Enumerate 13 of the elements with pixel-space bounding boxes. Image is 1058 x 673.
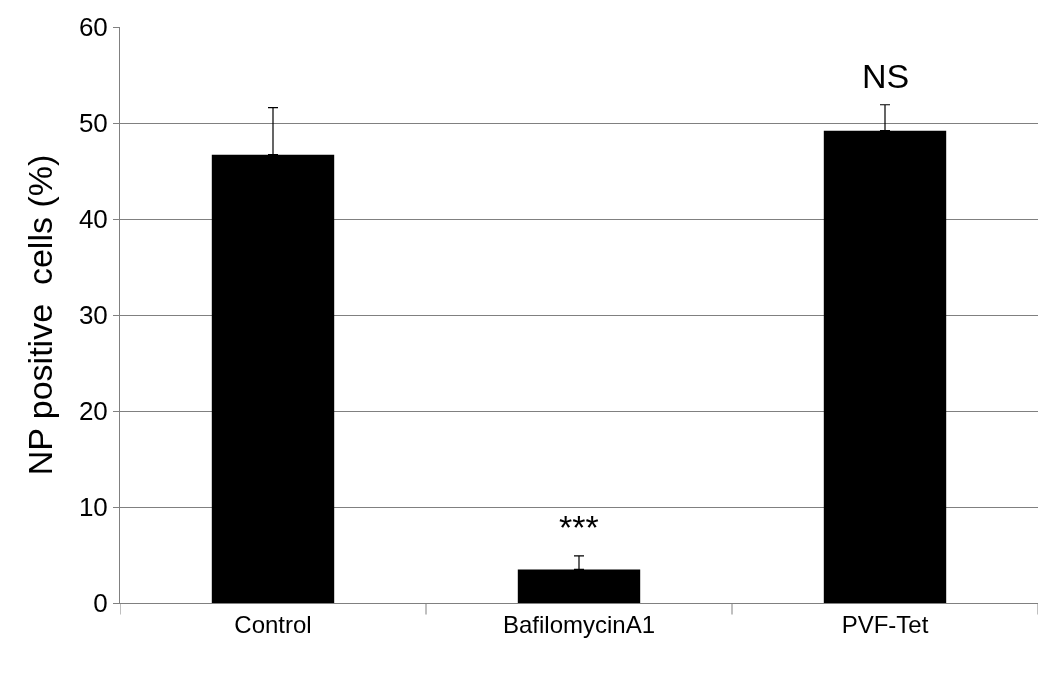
x-tick-label: BafilomycinA1	[502, 610, 656, 638]
y-axis-title: NP positive cells (%)	[21, 154, 60, 476]
y-tick-label: 10	[78, 492, 108, 523]
x-tick-label: PVF-Tet	[841, 610, 929, 638]
y-tick-label: 50	[78, 108, 108, 139]
x-tick-label: Control	[234, 610, 312, 638]
y-tick-label: 40	[78, 204, 108, 235]
annotation: NS	[862, 57, 910, 95]
y-tick-label: 30	[78, 300, 108, 331]
annotation: ***	[559, 508, 599, 546]
y-tick-label: 60	[78, 12, 108, 43]
y-tick-label: 20	[78, 396, 108, 427]
y-tick-label: 0	[93, 588, 108, 619]
